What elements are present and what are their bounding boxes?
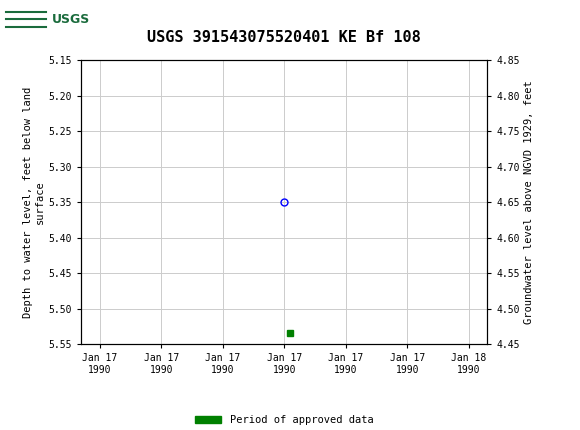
FancyBboxPatch shape [6,3,110,36]
Y-axis label: Depth to water level, feet below land
surface: Depth to water level, feet below land su… [23,86,45,318]
Text: USGS: USGS [52,13,90,26]
Legend: Period of approved data: Period of approved data [191,411,378,430]
Text: USGS 391543075520401 KE Bf 108: USGS 391543075520401 KE Bf 108 [147,30,421,45]
Y-axis label: Groundwater level above NGVD 1929, feet: Groundwater level above NGVD 1929, feet [524,80,534,324]
